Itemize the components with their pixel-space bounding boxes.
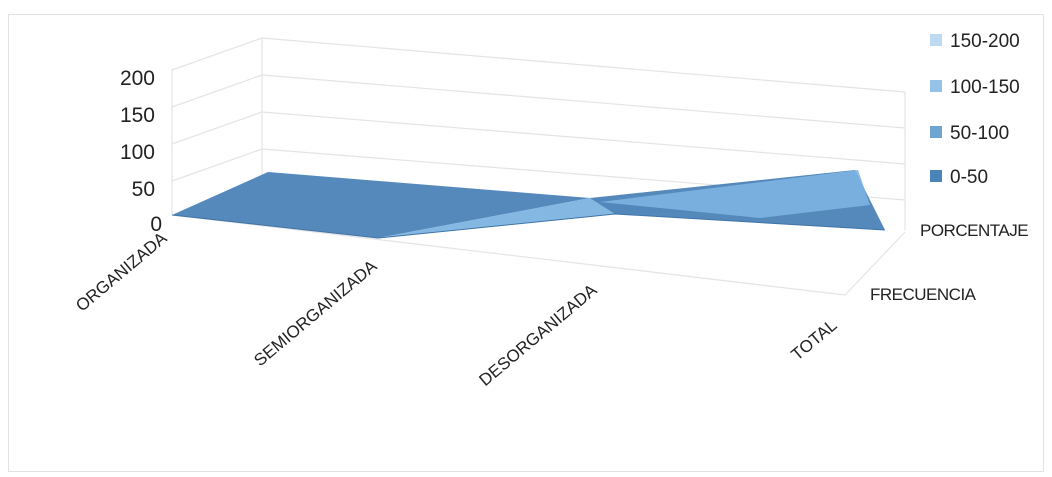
surface-patch [172,172,590,238]
y-axis: 200 150 100 50 0 [120,67,162,236]
category-label: DESORGANIZADA [475,280,601,390]
legend-swatch [930,126,942,138]
category-label: SEMIORGANIZADA [250,256,381,370]
y-tick-label: 0 [150,213,162,236]
x-axis: ORGANIZADA SEMIORGANIZADA DESORGANIZADA … [72,228,840,390]
surface [171,170,886,239]
y-tick-label: 50 [132,178,155,201]
legend-label: 0-50 [950,167,988,188]
category-label: TOTAL [788,316,841,365]
y-tick-label: 100 [120,141,155,164]
chart-frame [8,14,1044,472]
legend: 150-200 100-150 50-100 0-50 [930,31,1020,188]
chart-grid [171,37,906,296]
series-label: PORCENTAJE [920,221,1028,240]
legend-swatch [930,34,942,46]
legend-label: 150-200 [950,31,1020,52]
legend-swatch [930,170,942,182]
y-tick-label: 150 [120,104,155,127]
surface-patch [600,170,870,218]
surface-edge [171,213,886,239]
series-label: FRECUENCIA [870,285,977,304]
depth-axis: PORCENTAJE FRECUENCIA [870,221,1029,304]
legend-swatch [930,80,942,92]
y-tick-label: 200 [120,67,155,90]
category-label: ORGANIZADA [72,228,171,315]
legend-label: 100-150 [950,77,1020,98]
legend-label: 50-100 [950,123,1009,144]
